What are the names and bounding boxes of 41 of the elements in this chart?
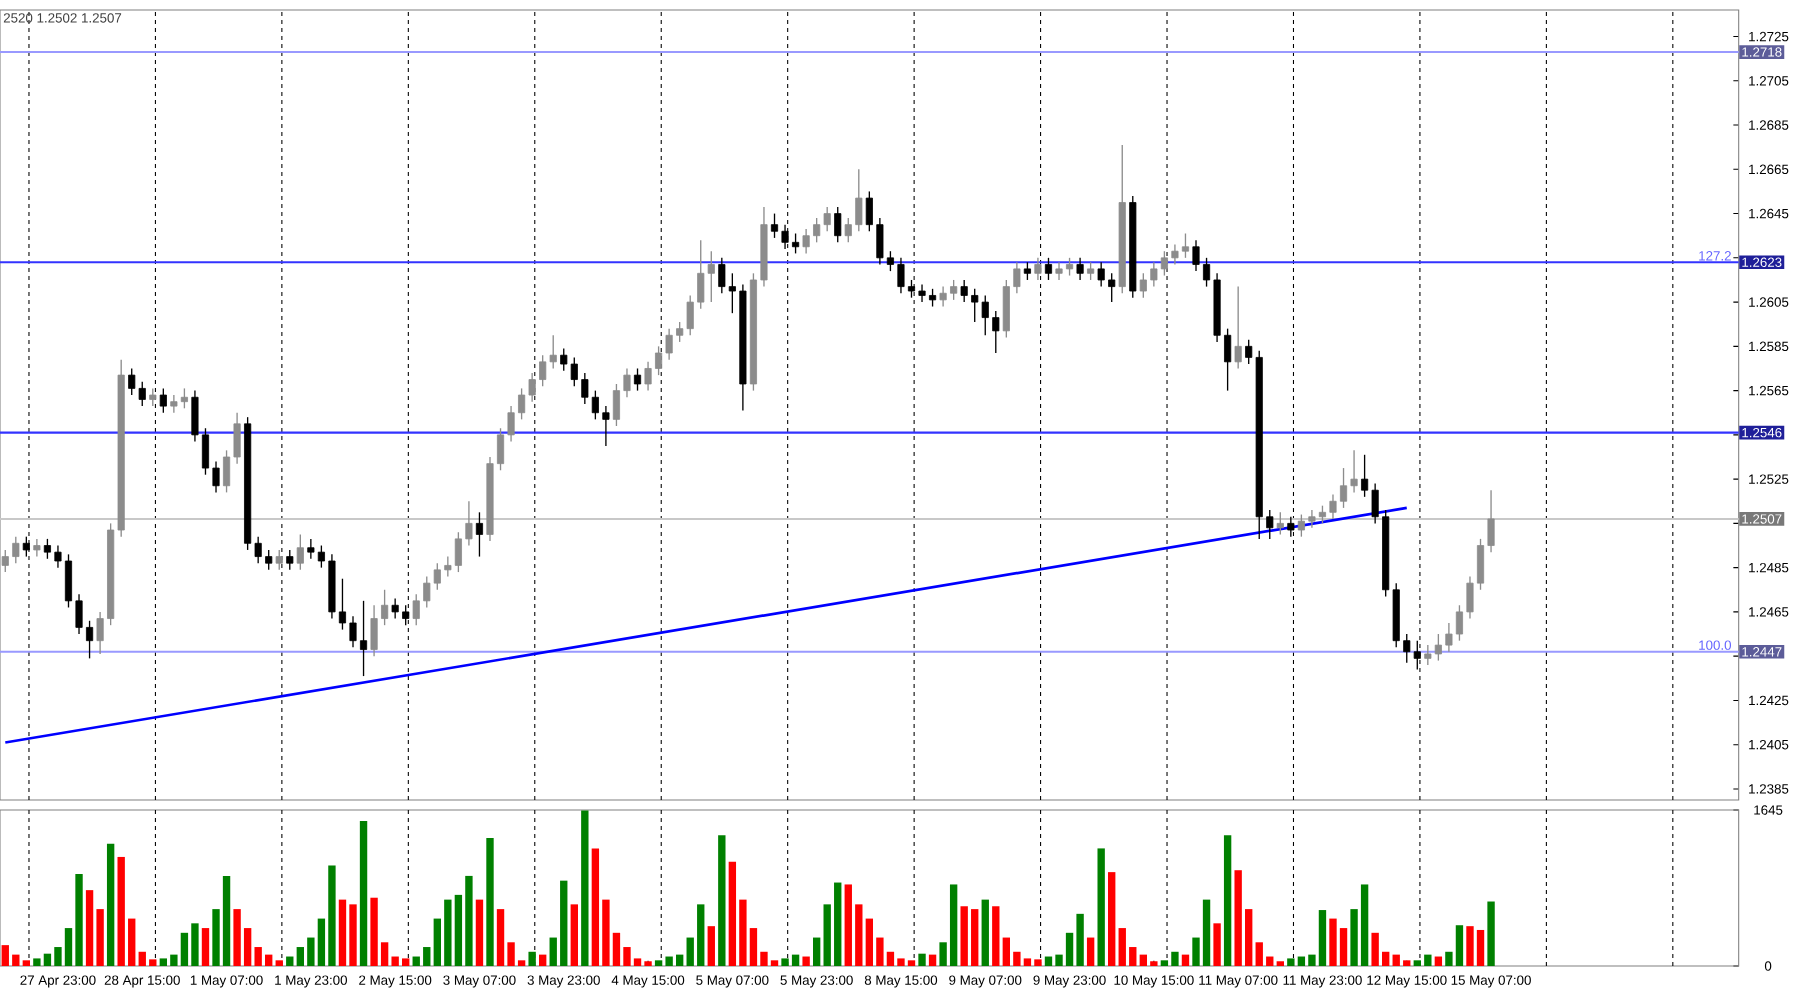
bar [1487,901,1495,966]
candlestick [633,367,642,392]
bar [22,960,31,966]
bar [275,960,283,966]
candlestick [286,549,294,571]
bar [359,820,368,966]
candlestick [1234,285,1242,370]
candlestick [296,533,304,571]
bar [1434,956,1443,966]
candlestick [275,549,283,571]
candlestick [159,387,167,414]
bar [718,835,726,966]
bar [992,906,1000,966]
bar [538,954,547,966]
bar [570,904,578,966]
bar [1181,954,1190,966]
bar [707,926,715,966]
bar [802,956,810,966]
bar [1097,848,1105,966]
bar [928,954,937,966]
candlestick [33,538,41,558]
bar [581,810,589,966]
candlestick [1034,257,1042,281]
bar [1086,937,1095,966]
bar [812,937,821,966]
bar [106,843,115,966]
candlestick [1044,257,1053,281]
bar [286,956,294,966]
bar [981,899,989,966]
candlestick [834,206,842,244]
bar [528,951,536,966]
bar [1108,872,1116,966]
candlestick [1076,257,1084,281]
candlestick [475,511,484,558]
bar [486,837,494,966]
candlestick [1276,511,1284,536]
bar [475,899,484,966]
bar [201,928,210,966]
bar [918,953,926,966]
bar [1223,835,1232,966]
bar [1213,923,1221,966]
